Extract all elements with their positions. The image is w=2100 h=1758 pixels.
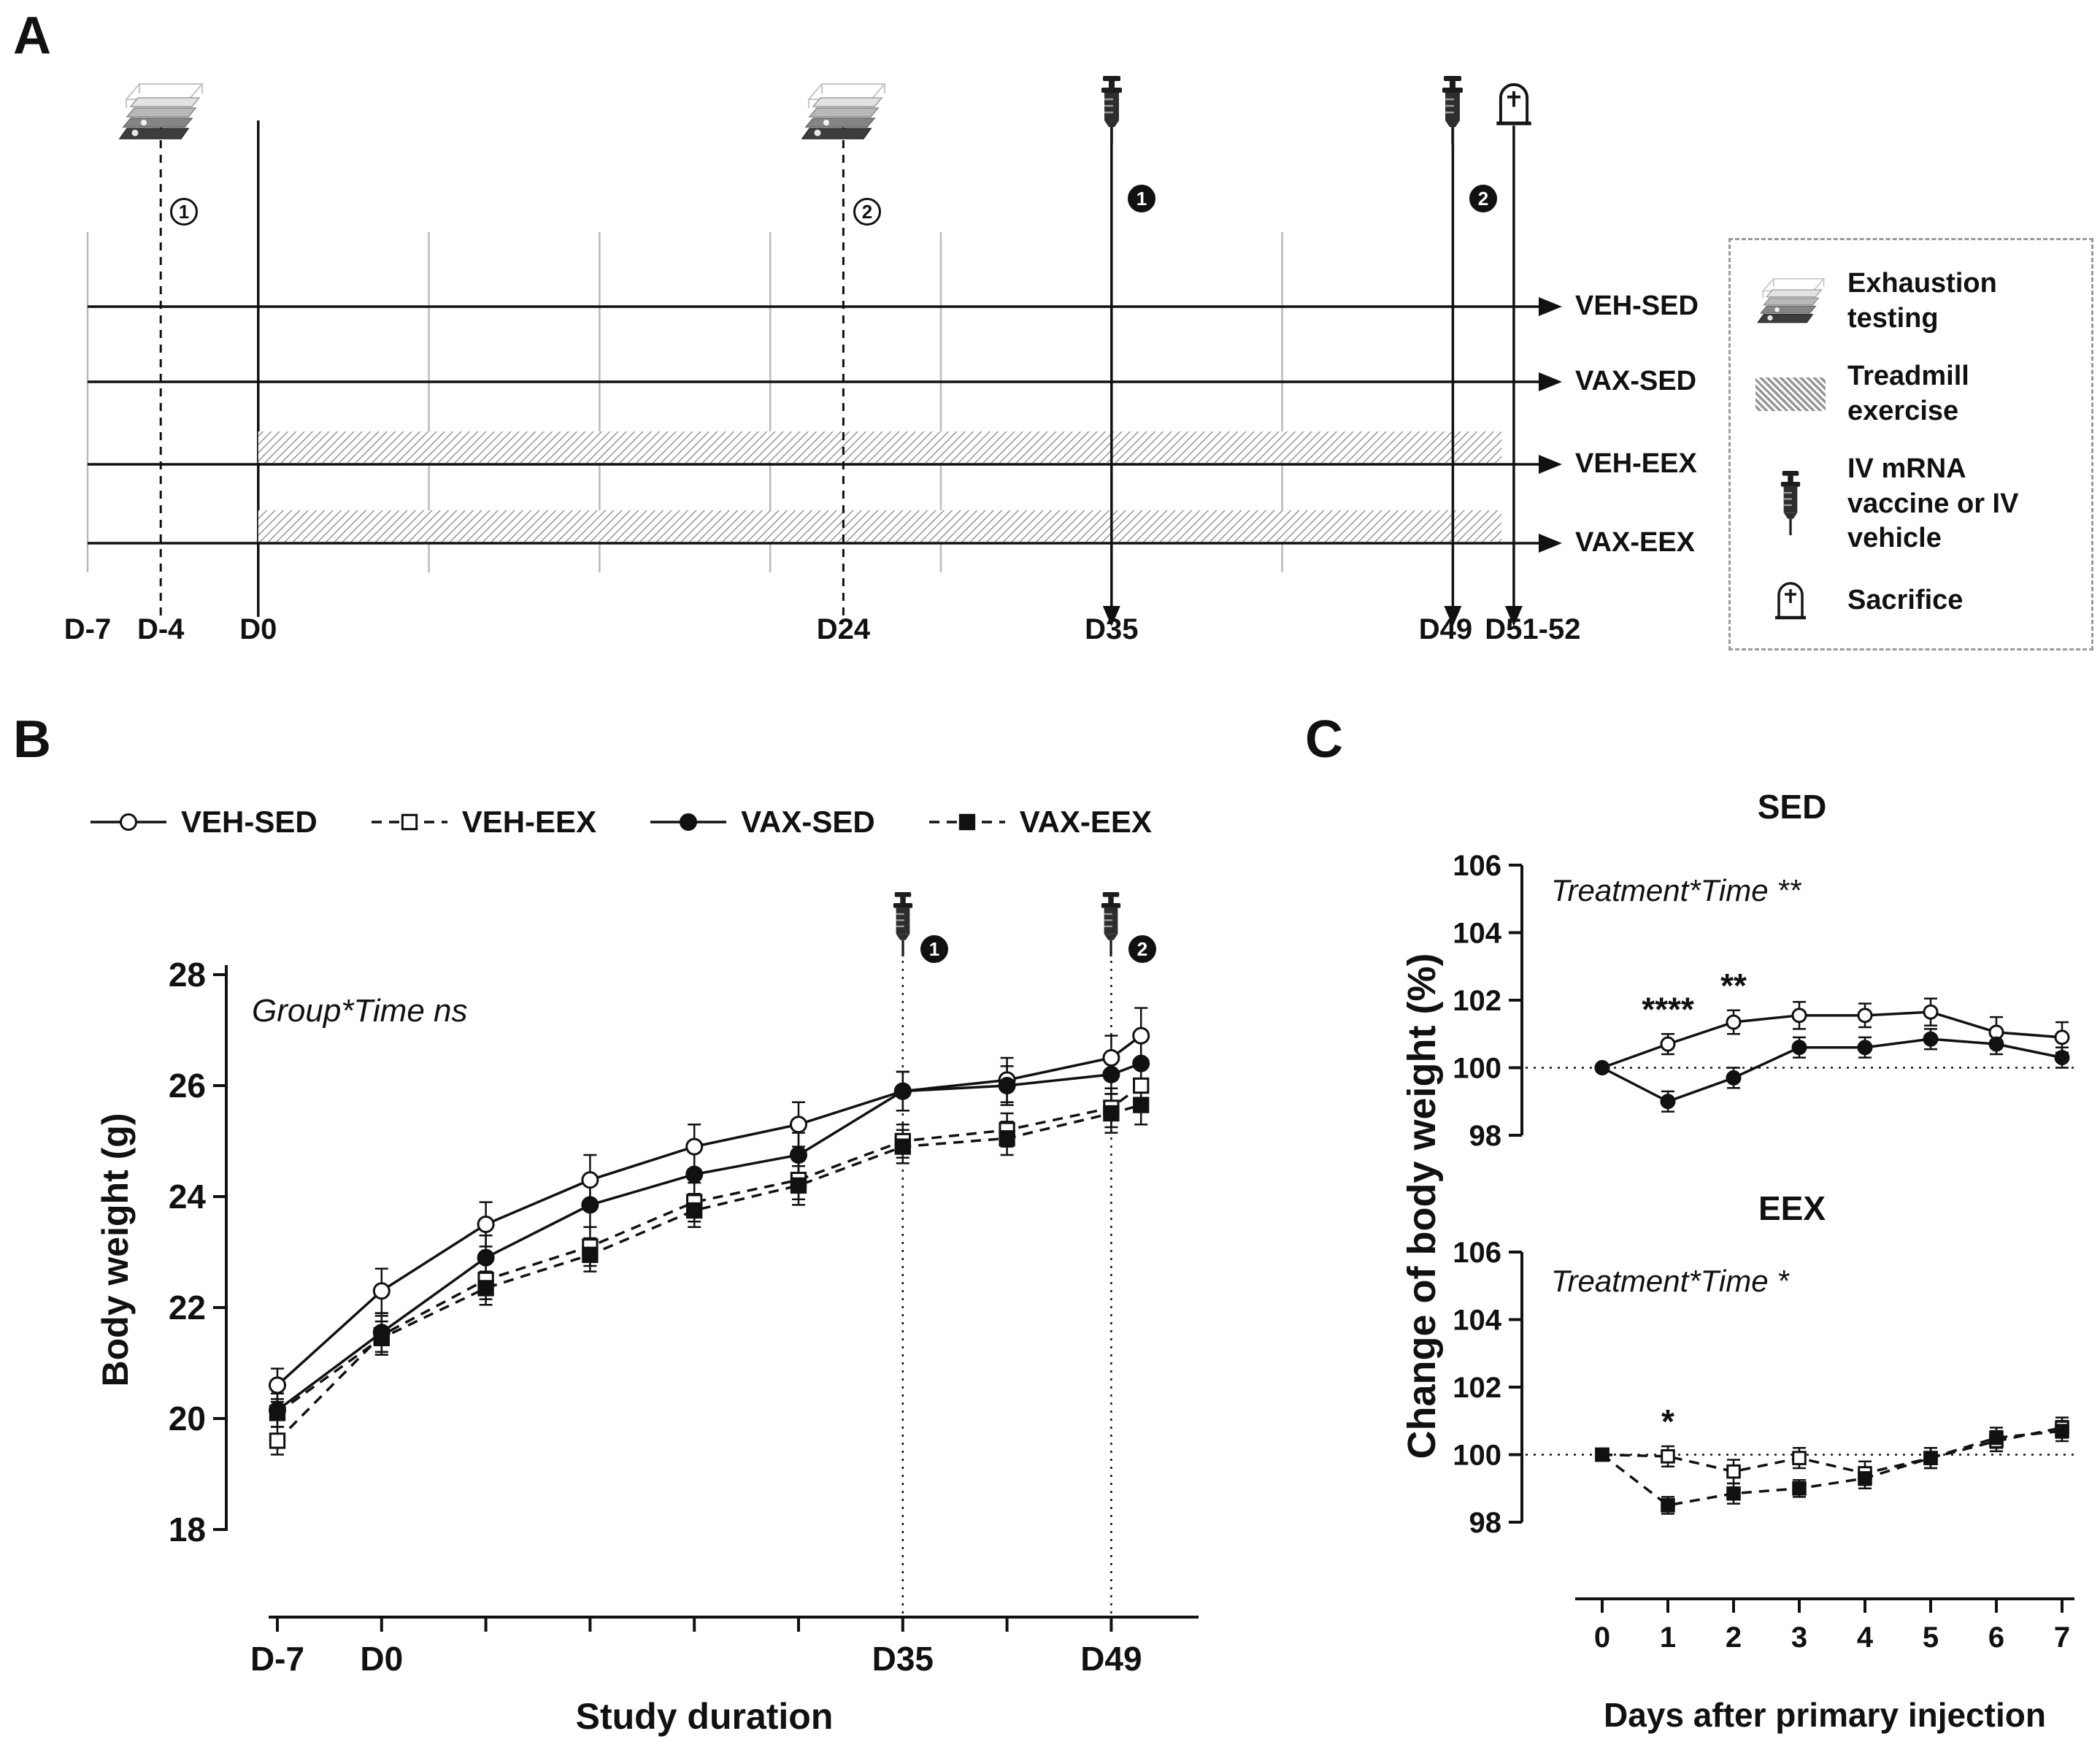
svg-text:2: 2	[1726, 1621, 1742, 1654]
sed-chart-title: SED	[1757, 788, 1827, 826]
legend-label: IV mRNA vaccine or IV vehicle	[1847, 453, 2019, 553]
exhaustion-test-1-badge: 1	[170, 198, 198, 226]
stats-annotation-body-weight: Group*Time ns	[252, 993, 468, 1029]
legend-item-treadmill-exercise: Treadmill exercise	[1750, 359, 2072, 429]
x-axis-label-days-after-injection: Days after primary injection	[1604, 1696, 2046, 1734]
series-swatch	[88, 806, 169, 838]
svg-text:6: 6	[1988, 1621, 2004, 1654]
syringe-icon	[1099, 76, 1125, 146]
svg-text:0: 0	[1594, 1621, 1610, 1654]
syringe-icon	[891, 892, 915, 958]
timeline-group-label: VEH-EEX	[1575, 448, 1697, 479]
legend-item-veh-eex: VEH-EEX	[369, 805, 596, 840]
series-label: VAX-SED	[741, 805, 875, 839]
svg-text:26: 26	[169, 1067, 206, 1105]
svg-text:7: 7	[2054, 1621, 2070, 1654]
eex-change-chart: 98 100 102 104 106 *	[1453, 1237, 2077, 1539]
legend-item-veh-sed: VEH-SED	[88, 805, 318, 840]
series-label: VEH-EEX	[461, 805, 597, 839]
svg-text:D-7: D-7	[250, 1640, 304, 1678]
svg-text:100: 100	[1453, 1440, 1501, 1472]
svg-text:3: 3	[1791, 1621, 1807, 1654]
series-swatch	[926, 806, 1008, 838]
legend-item-sacrifice: Sacrifice	[1750, 580, 2072, 622]
svg-text:****: ****	[1642, 990, 1694, 1028]
timeline-group-label: VEH-SED	[1575, 291, 1699, 321]
series-swatch	[647, 806, 729, 838]
svg-text:20: 20	[169, 1400, 206, 1438]
treadmill-icon	[796, 82, 891, 143]
svg-text:D35: D35	[872, 1640, 934, 1678]
legend-item-vax-sed: VAX-SED	[647, 805, 875, 840]
tombstone-icon	[1495, 80, 1533, 128]
legend-label: Sacrifice	[1847, 584, 1964, 615]
legend-item-iv-vaccine: IV mRNA vaccine or IV vehicle	[1750, 452, 2072, 556]
syringe-icon	[1439, 76, 1466, 146]
stats-annotation-sed: Treatment*Time **	[1551, 873, 1801, 907]
svg-text:102: 102	[1453, 985, 1501, 1017]
svg-text:98: 98	[1469, 1507, 1502, 1539]
y-axis-label-body-weight: Body weight (g)	[95, 1113, 136, 1387]
panel-c-label: C	[1305, 710, 1343, 769]
timeline-day-label: D35	[1085, 613, 1139, 645]
svg-text:106: 106	[1453, 1237, 1501, 1269]
legend-item-vax-eex: VAX-EEX	[926, 805, 1152, 840]
svg-text:28: 28	[169, 956, 206, 994]
svg-text:4: 4	[1857, 1621, 1874, 1654]
x-axis-label-study-duration: Study duration	[575, 1696, 834, 1737]
legend-label: Exhaustion testing	[1847, 268, 1997, 334]
legend-item-exhaustion-testing: Exhaustion testing	[1750, 266, 2072, 336]
svg-text:24: 24	[169, 1178, 207, 1216]
svg-text:104: 104	[1453, 918, 1501, 950]
timeline-day-label: D51-52	[1485, 613, 1581, 645]
series-swatch	[369, 806, 450, 838]
series-label: VAX-EEX	[1019, 805, 1152, 839]
timeline-day-label: D49	[1418, 613, 1473, 645]
timeline-day-label: D0	[239, 613, 277, 645]
chart-injection-2-badge: 2	[1128, 935, 1156, 963]
injection-1-badge: 1	[1128, 185, 1155, 212]
chart-injection-1-badge: 1	[920, 935, 948, 963]
y-axis-label-change-body-weight: Change of body weight (%)	[1400, 953, 1444, 1459]
svg-text:106: 106	[1453, 850, 1501, 882]
svg-text:22: 22	[169, 1289, 206, 1327]
panel-c-x-axis: 0 1 2 3 4 5 6 7	[1575, 1597, 2074, 1654]
timeline-day-label: D-4	[136, 613, 185, 645]
chart-legend: VEH-SED VEH-EEX VAX-SED VAX-EEX	[88, 805, 1152, 840]
svg-text:*: *	[1661, 1402, 1674, 1440]
treadmill-icon	[113, 82, 208, 143]
syringe-icon	[1099, 892, 1123, 958]
svg-text:5: 5	[1923, 1621, 1939, 1654]
svg-text:104: 104	[1453, 1305, 1501, 1337]
svg-text:**: **	[1720, 967, 1747, 1005]
svg-text:100: 100	[1453, 1053, 1501, 1085]
injection-2-badge: 2	[1469, 185, 1497, 212]
svg-text:18: 18	[169, 1511, 206, 1548]
syringe-icon	[1778, 471, 1803, 537]
timeline-day-label: D24	[816, 613, 871, 645]
eex-chart-title: EEX	[1758, 1189, 1826, 1227]
timeline-day-label: D-7	[64, 613, 112, 645]
panel-a-label: A	[13, 7, 51, 65]
timeline-group-label: VAX-SED	[1575, 366, 1697, 396]
svg-text:D49: D49	[1080, 1640, 1142, 1678]
body-weight-chart: 18 20 22 24 26 28 D-7 D0 D35 D49	[169, 956, 1199, 1678]
svg-text:98: 98	[1469, 1120, 1502, 1152]
exhaustion-test-2-badge: 2	[853, 198, 881, 226]
legend-label: Treadmill exercise	[1847, 361, 1969, 426]
svg-text:D0: D0	[360, 1640, 403, 1678]
timeline-diagram	[86, 120, 1562, 626]
series-label: VEH-SED	[181, 805, 318, 839]
timeline-group-label: VAX-EEX	[1575, 527, 1696, 558]
treadmill-icon	[1753, 277, 1828, 326]
stats-annotation-eex: Treatment*Time *	[1551, 1264, 1789, 1298]
svg-text:1: 1	[1660, 1621, 1676, 1654]
panel-b-label: B	[13, 710, 51, 769]
tombstone-icon	[1774, 580, 1807, 622]
timeline-legend: Exhaustion testing Treadmill exercise IV…	[1728, 238, 2093, 650]
hatch-swatch	[1755, 377, 1826, 411]
svg-text:102: 102	[1453, 1372, 1501, 1404]
